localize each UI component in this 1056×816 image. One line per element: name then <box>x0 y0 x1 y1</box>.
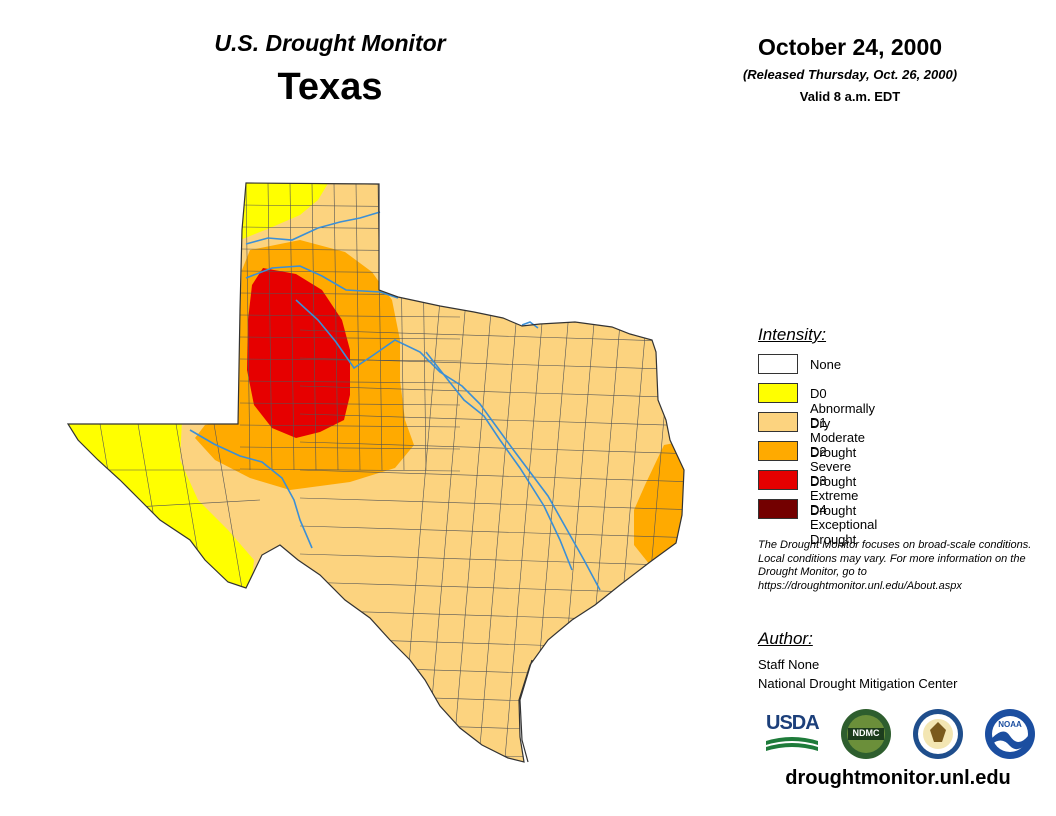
d3-region <box>247 268 350 438</box>
county-line <box>299 525 684 539</box>
texas-drought-map <box>66 182 685 763</box>
release-date: (Released Thursday, Oct. 26, 2000) <box>742 67 958 82</box>
legend-swatch <box>758 412 798 432</box>
footer-url[interactable]: droughtmonitor.unl.edu <box>785 767 1011 789</box>
legend-label: None <box>810 357 842 372</box>
legend-label: D0 Abnormally Dry <box>810 386 876 431</box>
county-line <box>355 183 361 471</box>
county-line <box>239 402 461 406</box>
legend-swatch <box>758 383 798 403</box>
county-line <box>477 299 519 762</box>
padre-island <box>519 659 533 763</box>
disclaimer-note: The Drought Monitor focuses on broad-sca… <box>758 539 1032 592</box>
county-line <box>299 329 684 343</box>
legend-swatch <box>758 441 798 461</box>
county-line <box>299 469 684 483</box>
partner-logos: USDA NDMC NOAA <box>766 706 1035 762</box>
county-line <box>239 358 461 362</box>
county-line <box>267 183 273 471</box>
noaa-logo <box>985 709 1035 759</box>
texas-outline <box>66 182 685 763</box>
d0-region-panhandle <box>240 183 330 240</box>
d0-region-far-west <box>68 410 254 600</box>
county-line <box>299 553 684 567</box>
legend-label: D3 Extreme Drought <box>810 473 859 518</box>
legend-heading: Intensity: <box>758 325 827 344</box>
colorado-river <box>425 351 573 571</box>
legend-swatch <box>758 470 798 490</box>
legend-swatch <box>758 354 798 374</box>
valid-time: Valid 8 a.m. EDT <box>799 89 901 104</box>
red-river <box>245 265 399 299</box>
commerce-seal-icon <box>913 709 963 759</box>
county-line <box>213 423 245 601</box>
usda-hills-icon <box>766 737 818 751</box>
map-date: October 24, 2000 <box>757 34 943 60</box>
noaa-logo-text: NOAA <box>998 720 1022 729</box>
county-line <box>333 183 339 471</box>
legend-label: D2 Severe Drought <box>810 444 857 489</box>
county-line <box>239 314 461 318</box>
legend-label: D1 Moderate Drought <box>810 415 865 460</box>
legend-label: D4 Exceptional Drought <box>810 502 878 547</box>
county-line <box>239 424 461 428</box>
author-heading: Author: <box>758 629 813 648</box>
county-line <box>239 380 461 384</box>
title-program: U.S. Drought Monitor <box>214 30 446 56</box>
rivers <box>189 211 601 591</box>
county-line <box>239 446 461 450</box>
canadian-river <box>245 211 381 245</box>
ndmc-logo <box>841 709 891 759</box>
title-state: Texas <box>277 66 383 108</box>
county-line <box>503 299 545 762</box>
county-line <box>299 497 684 511</box>
county-line <box>299 413 684 427</box>
sabine-river <box>521 321 539 329</box>
county-line <box>239 468 461 472</box>
county-line <box>451 299 493 762</box>
ndmc-logo-text: NDMC <box>852 728 880 738</box>
brazos-river <box>295 299 601 591</box>
drought-areas <box>68 183 684 762</box>
usda-logo: USDA <box>766 712 820 756</box>
usda-logo-text: USDA <box>766 712 820 734</box>
legend-swatch <box>758 499 798 519</box>
county-line <box>289 183 295 471</box>
county-line <box>245 183 251 471</box>
author-organization: National Drought Mitigation Center <box>758 676 958 691</box>
author-name: Staff None <box>758 657 820 672</box>
county-line <box>425 299 467 762</box>
county-line <box>239 336 461 340</box>
rio-grande <box>189 429 313 549</box>
county-line <box>299 441 684 455</box>
county-line <box>299 385 684 399</box>
